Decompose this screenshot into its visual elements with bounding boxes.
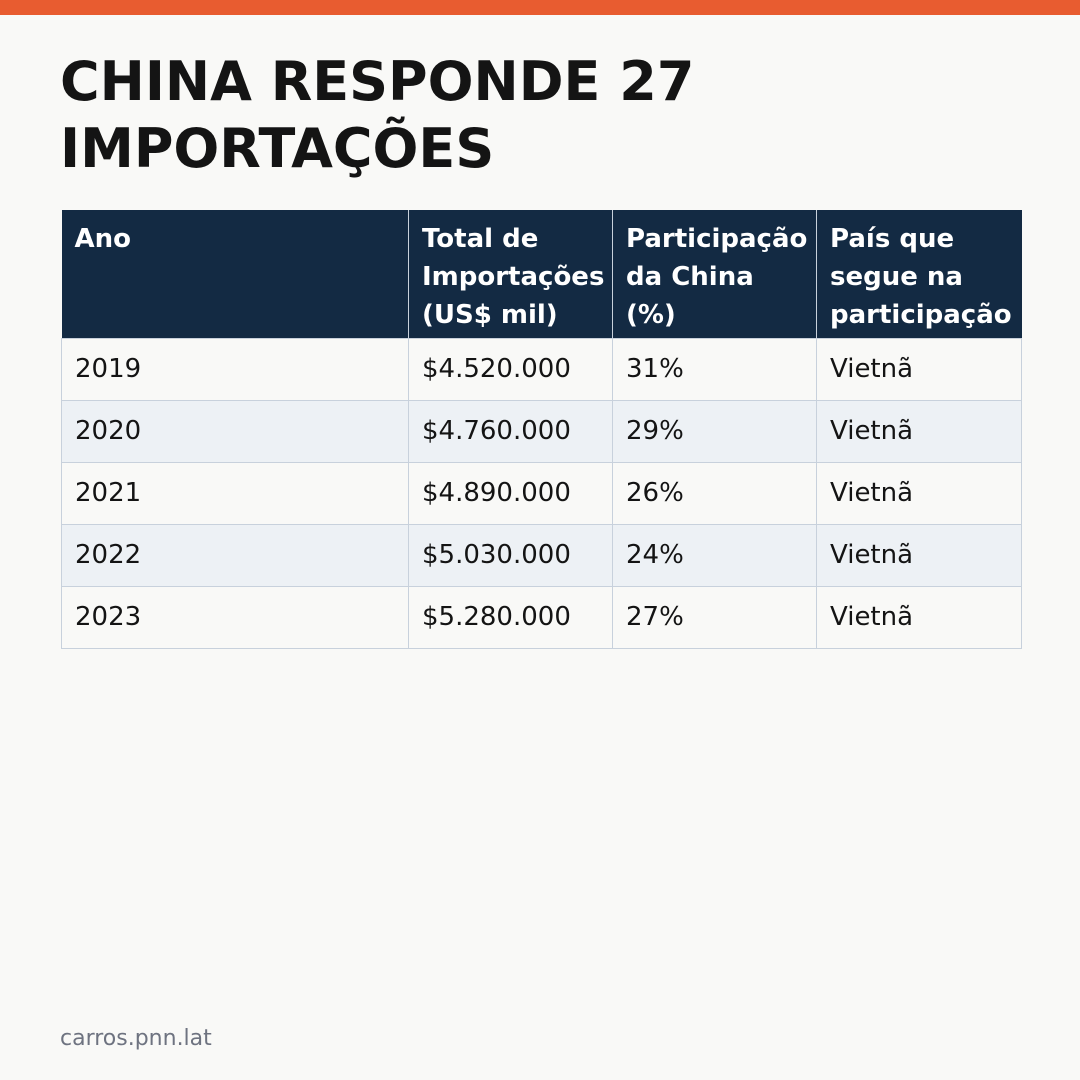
table-row: 2020 $4.760.000 29% Vietnã	[61, 399, 1022, 463]
cell-pais-seguinte: Vietnã	[816, 585, 1022, 649]
cell-participacao-china: 26%	[612, 461, 817, 525]
table-row: 2021 $4.890.000 26% Vietnã	[61, 461, 1022, 525]
cell-participacao-china: 24%	[612, 523, 817, 587]
cell-ano: 2021	[61, 461, 409, 525]
cell-total-importacoes: $5.280.000	[408, 585, 613, 649]
accent-bar	[0, 0, 1080, 15]
column-header-participacao-china: Participação da China (%)	[612, 210, 817, 338]
column-header-line: da China	[626, 262, 754, 292]
cell-pais-seguinte: Vietnã	[816, 337, 1022, 401]
cell-pais-seguinte: Vietnã	[816, 523, 1022, 587]
column-header-line: (%)	[626, 300, 676, 330]
cell-participacao-china: 31%	[612, 337, 817, 401]
column-header-line: País que	[830, 224, 955, 254]
source-footer: carros.pnn.lat	[60, 1026, 212, 1051]
column-header-pais-seguinte: País que segue na participação	[816, 210, 1022, 338]
page-title-line-2: IMPORTAÇÕES	[60, 117, 495, 180]
column-header-line: Ano	[74, 224, 132, 254]
column-header-total-importacoes: Total de Importações (US$ mil)	[408, 210, 613, 338]
table-header: Ano Total de Importações (US$ mil) Parti…	[61, 210, 1022, 338]
cell-total-importacoes: $4.760.000	[408, 399, 613, 463]
table-row: 2023 $5.280.000 27% Vietnã	[61, 585, 1022, 649]
cell-pais-seguinte: Vietnã	[816, 399, 1022, 463]
table-row: 2019 $4.520.000 31% Vietnã	[61, 337, 1022, 401]
cell-participacao-china: 27%	[612, 585, 817, 649]
imports-table: Ano Total de Importações (US$ mil) Parti…	[61, 210, 1022, 649]
column-header-line: segue na	[830, 262, 963, 292]
column-header-line: participação	[830, 300, 1012, 330]
table-body: 2019 $4.520.000 31% Vietnã 2020 $4.760.0…	[61, 337, 1022, 649]
cell-ano: 2019	[61, 337, 409, 401]
cell-total-importacoes: $5.030.000	[408, 523, 613, 587]
cell-pais-seguinte: Vietnã	[816, 461, 1022, 525]
cell-total-importacoes: $4.520.000	[408, 337, 613, 401]
column-header-line: Importações	[422, 262, 605, 292]
cell-ano: 2020	[61, 399, 409, 463]
page-title-line-1: CHINA RESPONDE 27	[60, 50, 695, 113]
cell-participacao-china: 29%	[612, 399, 817, 463]
column-header-line: Participação	[626, 224, 808, 254]
column-header-line: Total de	[422, 224, 539, 254]
cell-total-importacoes: $4.890.000	[408, 461, 613, 525]
cell-ano: 2023	[61, 585, 409, 649]
page-title: CHINA RESPONDE 27 IMPORTAÇÕES	[60, 48, 960, 182]
table-header-row: Ano Total de Importações (US$ mil) Parti…	[61, 210, 1022, 338]
column-header-ano: Ano	[61, 210, 409, 338]
column-header-line: (US$ mil)	[422, 300, 558, 330]
cell-ano: 2022	[61, 523, 409, 587]
table-row: 2022 $5.030.000 24% Vietnã	[61, 523, 1022, 587]
